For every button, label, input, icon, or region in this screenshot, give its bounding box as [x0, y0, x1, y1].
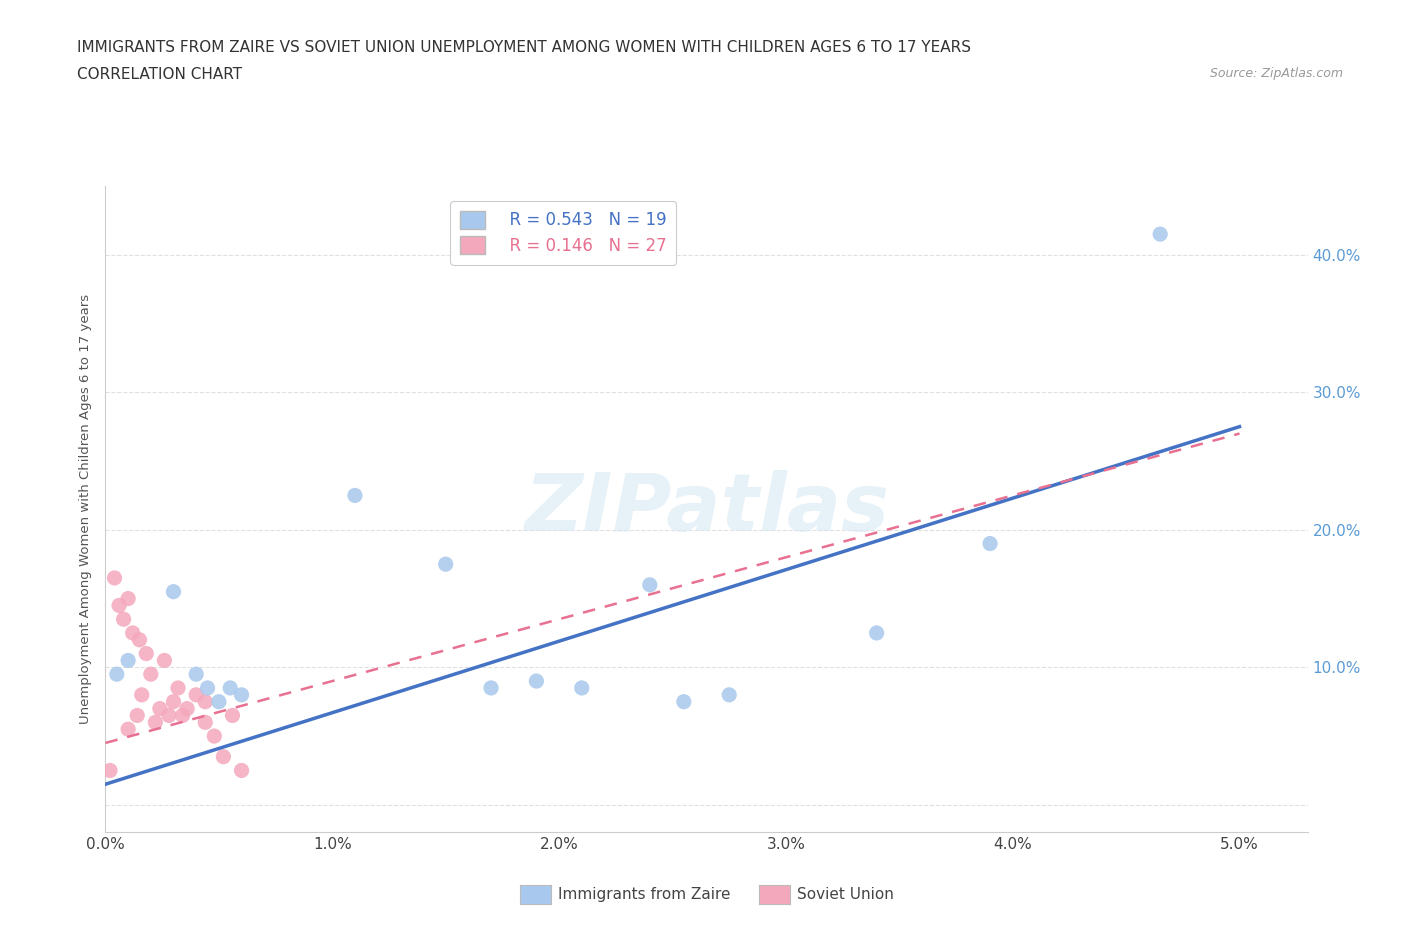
Point: [194, 695, 217, 710]
Point: [121, 626, 143, 641]
Point: [105, 667, 128, 682]
Point: [212, 750, 235, 764]
Point: [865, 626, 887, 641]
Text: CORRELATION CHART: CORRELATION CHART: [77, 67, 242, 82]
Point: [117, 653, 139, 668]
Point: [103, 570, 125, 585]
Point: [162, 695, 184, 710]
Point: [979, 536, 1001, 551]
Y-axis label: Unemployment Among Women with Children Ages 6 to 17 years: Unemployment Among Women with Children A…: [79, 294, 93, 724]
Text: Soviet Union: Soviet Union: [797, 887, 894, 902]
Point: [479, 681, 502, 696]
Point: [1149, 227, 1171, 242]
Legend:   R = 0.543   N = 19,   R = 0.146   N = 27: R = 0.543 N = 19, R = 0.146 N = 27: [450, 201, 676, 265]
Text: IMMIGRANTS FROM ZAIRE VS SOVIET UNION UNEMPLOYMENT AMONG WOMEN WITH CHILDREN AGE: IMMIGRANTS FROM ZAIRE VS SOVIET UNION UN…: [77, 40, 972, 55]
Text: ZIPatlas: ZIPatlas: [524, 471, 889, 548]
Point: [571, 681, 593, 696]
Point: [197, 681, 219, 696]
Text: Immigrants from Zaire: Immigrants from Zaire: [558, 887, 731, 902]
Point: [135, 646, 157, 661]
Point: [526, 673, 548, 688]
Point: [208, 695, 231, 710]
Point: [162, 584, 184, 599]
Point: [186, 667, 208, 682]
Point: [172, 708, 194, 723]
Point: [219, 681, 242, 696]
Point: [128, 632, 150, 647]
Point: [149, 701, 172, 716]
Point: [167, 681, 190, 696]
Point: [718, 687, 741, 702]
Point: [139, 667, 162, 682]
Point: [108, 598, 131, 613]
Point: [112, 612, 135, 627]
Point: [143, 715, 166, 730]
Point: [231, 763, 253, 777]
Point: [176, 701, 198, 716]
Point: [153, 653, 176, 668]
Point: [157, 708, 180, 723]
Point: [194, 715, 217, 730]
Point: [186, 687, 208, 702]
Point: [343, 488, 366, 503]
Point: [127, 708, 149, 723]
Point: [131, 687, 153, 702]
Point: [672, 695, 695, 710]
Point: [434, 557, 457, 572]
Point: [231, 687, 253, 702]
Point: [638, 578, 661, 592]
Point: [202, 728, 225, 743]
Point: [117, 591, 139, 606]
Point: [117, 722, 139, 737]
Point: [221, 708, 243, 723]
Text: Source: ZipAtlas.com: Source: ZipAtlas.com: [1209, 67, 1343, 80]
Point: [98, 763, 121, 777]
